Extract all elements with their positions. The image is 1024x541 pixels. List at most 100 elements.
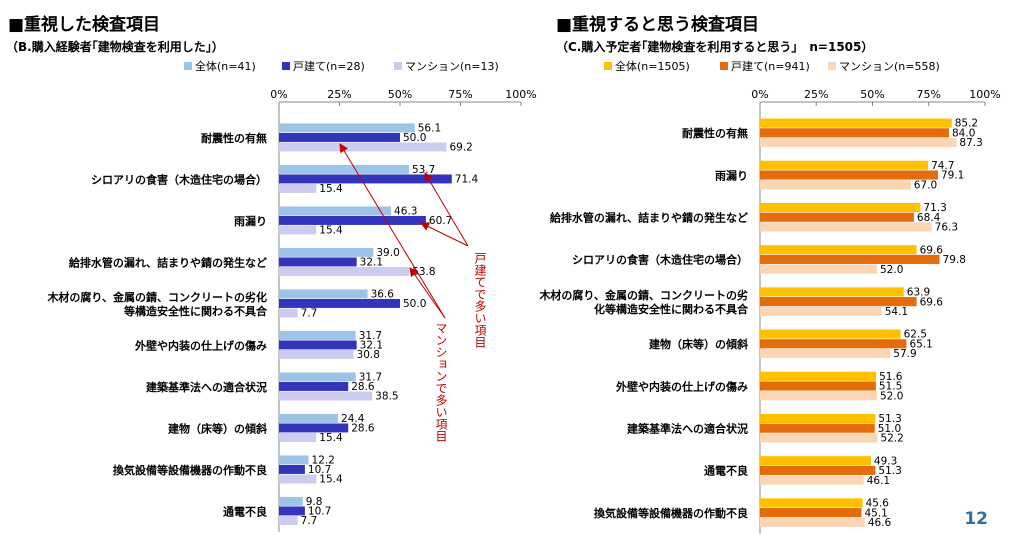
right-data-label-8-1: 51.3 — [878, 465, 901, 477]
left-bar-6-0 — [279, 372, 356, 382]
right-data-label-1-0: 74.7 — [931, 160, 954, 172]
right-bar-3-1 — [760, 254, 940, 264]
left-data-label-8-1: 10.7 — [308, 464, 331, 476]
right-data-label-7-2: 52.2 — [880, 433, 903, 445]
right-data-label-3-0: 69.6 — [920, 244, 944, 256]
right-data-label-0-1: 84.0 — [952, 127, 975, 139]
right-bar-5-1 — [760, 339, 907, 349]
right-bar-1-0 — [760, 160, 929, 170]
left-category-label-4-0: 木材の腐り、金属の錆、コンクリートの劣化 — [46, 290, 267, 304]
right-data-label-2-2: 76.3 — [935, 222, 958, 234]
right-data-label-3-2: 52.0 — [880, 264, 903, 276]
right-data-label-7-1: 51.0 — [878, 423, 901, 435]
annotation-layer: 戸建てで多い項目 マンションで多い項目 — [339, 143, 487, 442]
left-data-label-0-2: 69.2 — [449, 142, 472, 154]
left-data-label-8-2: 15.4 — [319, 474, 343, 486]
left-bar-8-0 — [279, 455, 309, 465]
right-category-label-1-0: 雨漏り — [715, 168, 748, 182]
left-bar-3-0 — [279, 247, 374, 257]
left-category-label-9-0: 通電不良 — [223, 504, 267, 518]
left-data-label-6-0: 31.7 — [359, 371, 382, 383]
right-data-label-6-2: 52.0 — [880, 390, 903, 402]
right-bar-7-1 — [760, 423, 875, 433]
left-bar-0-1 — [279, 132, 400, 142]
right-legend-label-2: マンション(n=558) — [839, 60, 940, 73]
left-bar-7-2 — [279, 433, 317, 442]
right-bar-2-1 — [760, 212, 914, 222]
left-data-label-0-1: 50.0 — [403, 132, 426, 144]
right-data-label-2-1: 68.4 — [917, 212, 941, 224]
left-bar-4-1 — [279, 298, 400, 308]
left-tick-label-1: 25% — [327, 88, 351, 101]
right-chart-title: ■重視すると思う検査項目 — [556, 15, 760, 35]
right-category-label-4-0: 木材の腐り、金属の錆、コンクリートの劣 — [538, 288, 748, 302]
left-data-label-7-1: 28.6 — [351, 423, 375, 435]
right-data-label-2-0: 71.3 — [923, 202, 946, 214]
left-bar-1-1 — [279, 174, 452, 184]
right-category-label-4-1: 化等構造安全性に関わる不具合 — [594, 302, 749, 316]
right-bar-chart: 全体(n=1505) 戸建て(n=941) マンション(n=558) 0% 25% 50%… — [538, 59, 1001, 534]
right-bar-1-2 — [760, 180, 911, 190]
left-category-label-2-0: 雨漏り — [234, 214, 267, 228]
right-bar-2-0 — [760, 202, 921, 213]
left-bar-6-1 — [279, 381, 349, 391]
left-data-label-3-0: 39.0 — [376, 247, 399, 259]
right-data-label-8-0: 49.3 — [874, 455, 897, 467]
right-category-label-2-0: 給排水管の漏れ、詰まりや錆の発生など — [550, 211, 748, 225]
right-bar-3-2 — [760, 264, 877, 274]
left-category-label-8-0: 換気設備等設備機器の作動不良 — [113, 463, 267, 477]
left-data-label-2-0: 46.3 — [394, 205, 417, 217]
left-data-label-4-1: 50.0 — [403, 298, 426, 310]
left-bar-8-2 — [279, 474, 317, 484]
left-category-label-1-0: シロアリの食害（木造住宅の場合） — [91, 172, 267, 186]
left-data-label-2-2: 15.4 — [319, 225, 343, 237]
right-legend-swatch-1 — [720, 62, 728, 70]
left-data-label-8-0: 12.2 — [312, 454, 335, 466]
left-chart-subtitle: （B.購入経験者｢建物検査を利用した｣） — [6, 40, 224, 54]
left-legend-swatch-0 — [184, 62, 192, 70]
left-bar-8-1 — [279, 464, 305, 474]
kodate-arrow-2 — [420, 222, 469, 247]
right-legend-label-0: 全体(n=1505) — [615, 59, 690, 73]
right-bar-0-2 — [760, 137, 957, 148]
right-category-label-6-0: 外壁や内装の仕上げの傷み — [615, 379, 748, 393]
left-bar-2-1 — [279, 215, 426, 225]
left-bar-0-0 — [279, 123, 415, 133]
left-data-label-9-1: 10.7 — [308, 506, 331, 518]
left-bar-2-0 — [279, 206, 392, 216]
left-legend-swatch-2 — [394, 62, 402, 70]
left-bar-5-1 — [279, 340, 357, 350]
right-category-label-5-0: 建物（床等）の傾斜 — [649, 337, 748, 351]
right-bar-0-0 — [760, 118, 952, 128]
right-bar-8-2 — [760, 475, 864, 485]
left-category-label-6-0: 建築基準法への適合状況 — [146, 380, 267, 394]
left-data-label-1-2: 15.4 — [319, 183, 343, 195]
right-bar-9-0 — [760, 498, 863, 508]
left-tick-label-2: 50% — [388, 88, 412, 101]
left-legend-swatch-1 — [282, 62, 290, 70]
left-legend-label-2: マンション(n=13) — [405, 60, 499, 73]
left-bar-1-2 — [279, 184, 317, 193]
right-bar-9-2 — [760, 517, 865, 527]
right-bar-3-0 — [760, 245, 917, 255]
right-data-label-3-1: 79.8 — [943, 254, 966, 266]
left-bar-chart: 全体(n=41) 戸建て(n=28) マンション(n=13) 0% 25% 50% 75% 1… — [46, 59, 537, 532]
left-bar-3-1 — [279, 257, 357, 267]
left-legend-label-1: 戸建て(n=28) — [293, 59, 365, 73]
left-data-label-7-2: 15.4 — [319, 432, 343, 444]
right-data-label-5-0: 62.5 — [904, 329, 927, 341]
right-category-label-3-0: シロアリの食害（木造住宅の場合） — [572, 253, 748, 267]
right-data-label-1-1: 79.1 — [941, 170, 964, 182]
right-category-label-7-0: 建築基準法への適合状況 — [627, 422, 748, 436]
right-chart-subtitle: （C.購入予定者｢建物検査を利用すると思う｣ n=1505） — [556, 40, 874, 54]
slide-number: 12 — [964, 509, 988, 529]
right-bar-4-0 — [760, 287, 904, 297]
mansion-arrow-2 — [409, 267, 446, 319]
left-tick-label-0: 0% — [270, 88, 287, 101]
kodate-annotation: 戸建てで多い項目 — [473, 252, 487, 348]
left-bar-9-2 — [279, 516, 298, 525]
left-bar-7-1 — [279, 423, 349, 433]
left-chart-title: ■重視した検査項目 — [8, 15, 161, 35]
left-data-label-0-0: 56.1 — [418, 122, 441, 134]
